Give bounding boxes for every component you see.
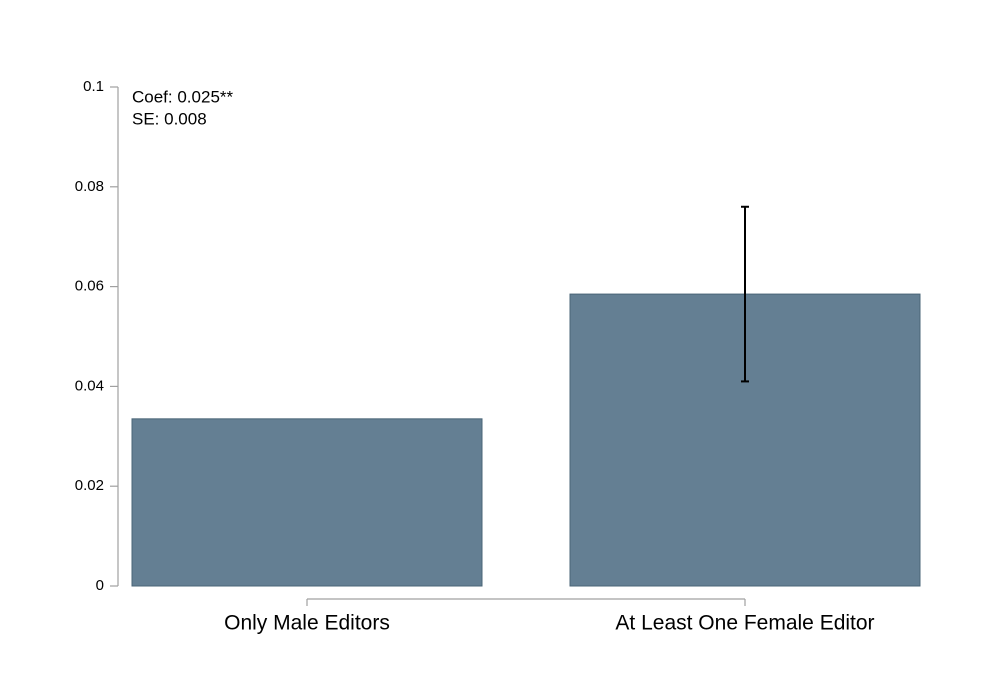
y-tick-label: 0.06 [75,278,104,295]
annotation: SE: 0.008 [132,109,207,128]
error-bar [741,205,749,383]
bar [131,418,483,587]
y-tick-label: 0 [96,577,104,594]
x-tick-label: At Least One Female Editor [615,612,874,635]
y-tick-label: 0.04 [75,377,104,394]
y-tick-label: 0.1 [83,78,104,95]
x-tick-label: Only Male Editors [224,612,390,635]
annotation: Coef: 0.025** [132,87,234,106]
y-tick-label: 0.02 [75,477,104,494]
y-tick-label: 0.08 [75,178,104,195]
